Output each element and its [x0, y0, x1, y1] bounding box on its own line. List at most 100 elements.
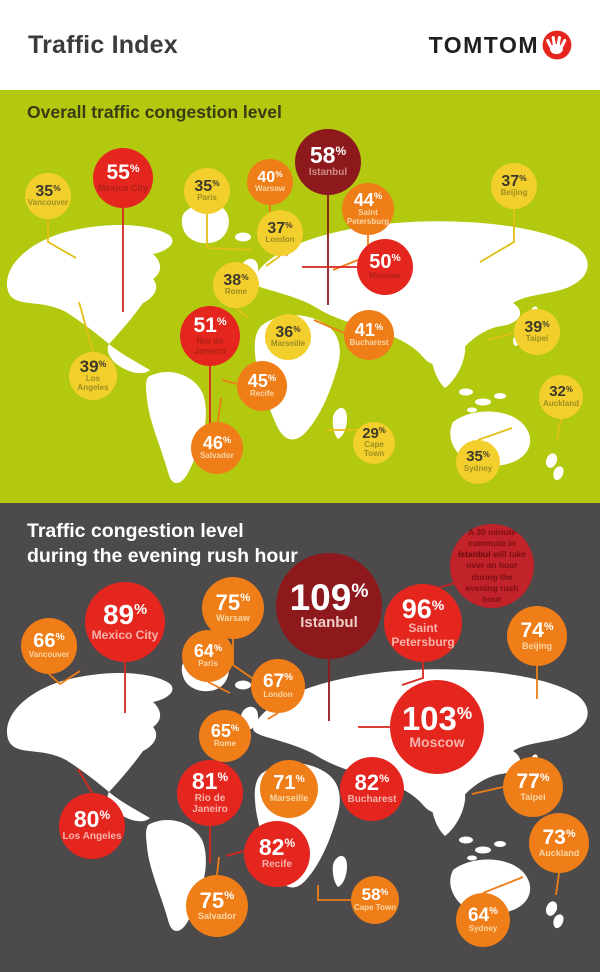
bubble-city-label: Taipei: [525, 334, 549, 344]
bubble-value: 66%: [33, 630, 65, 653]
bubble-city-label: Taipei: [520, 791, 546, 802]
section-title-rush-hour: Traffic congestion level during the even…: [27, 520, 298, 568]
bubble-value: 58%: [361, 885, 389, 905]
bubble-vancouver: 66% Vancouver: [21, 618, 77, 674]
bubble-marseille: 71% Marseille: [260, 760, 318, 818]
bubble-beijing: 37% Beijing: [491, 163, 537, 209]
bubble-rio-de-janeiro: 81% Rio de Janeiro: [177, 760, 243, 826]
bubble-city-label: Rio de Janeiro: [192, 792, 228, 815]
bubble-sydney: 35% Sydney: [456, 440, 500, 484]
bubble-salvador: 46% Salvador: [191, 422, 243, 474]
bubble-paris: 64% Paris: [182, 630, 234, 682]
bubble-value: 82%: [354, 769, 390, 795]
bubble-warsaw: 75% Warsaw: [202, 577, 264, 639]
bubble-value: 67%: [263, 670, 293, 692]
bubble-value: 55%: [106, 160, 140, 184]
bubble-value: 35%: [466, 448, 490, 466]
bubble-city-label: Salvador: [197, 911, 237, 922]
bubble-city-label: Istanbul: [308, 167, 348, 179]
bubble-cape-town: 58% Cape Town: [351, 876, 399, 924]
bubble-city-label: Warsaw: [216, 613, 250, 624]
bubble-value: 35%: [194, 177, 220, 195]
tomtom-logo: TOMTOM: [429, 30, 572, 60]
section-title-overall: Overall traffic congestion level: [27, 102, 282, 122]
bubble-vancouver: 35% Vancouver: [25, 173, 71, 219]
bubble-value: 103%: [401, 700, 473, 738]
bubble-salvador: 75% Salvador: [186, 875, 248, 937]
istanbul-note-bubble: A 30 minute commute in Istanbul will tak…: [450, 524, 534, 608]
bubble-istanbul: 58% Istanbul: [295, 129, 361, 195]
bubble-city-label: Cape Town: [353, 902, 397, 912]
bubble-value: 74%: [520, 618, 554, 642]
bubble-istanbul: 109% Istanbul: [276, 553, 382, 659]
section-rush-hour-congestion: Traffic congestion level during the even…: [0, 503, 600, 972]
bubble-value: 64%: [468, 904, 498, 926]
bubble-value: 58%: [309, 142, 347, 169]
bubble-city-label: Mexico City: [97, 182, 148, 193]
bubble-city-label: Auckland: [538, 847, 580, 858]
bubble-value: 46%: [202, 432, 232, 453]
bubble-value: 71%: [273, 772, 305, 795]
tomtom-hands-icon: [542, 30, 572, 60]
bubble-value: 37%: [501, 172, 527, 190]
bubble-city-label: Los Angeles: [62, 831, 122, 843]
bubble-value: 89%: [102, 598, 148, 630]
bubble-mexico-city: 55% Mexico City: [93, 148, 153, 208]
bubble-value: 29%: [362, 424, 386, 442]
header: Traffic Index TOMTOM: [0, 0, 600, 90]
bubble-value: 37%: [267, 219, 293, 237]
bubble-marseille: 36% Marseille: [265, 314, 311, 360]
bubble-city-label: Moscow: [409, 733, 465, 750]
bubble-saint-petersburg: 96% Saint Petersburg: [384, 584, 462, 662]
bubble-value: 51%: [193, 313, 227, 337]
bubble-city-label: London: [263, 689, 293, 699]
bubble-london: 67% London: [251, 659, 305, 713]
bubble-taipei: 39% Taipei: [514, 309, 560, 355]
bubble-bucharest: 41% Bucharest: [344, 310, 394, 360]
bubble-city-label: Beijing: [500, 188, 528, 198]
bubble-moscow: 50% Moscow: [357, 239, 413, 295]
bubble-warsaw: 40% Warsaw: [247, 159, 293, 205]
bubble-value: 44%: [353, 189, 383, 210]
bubble-city-label: Moscow: [369, 271, 401, 281]
bubble-city-label: Los Angeles: [77, 374, 109, 393]
bubble-value: 65%: [210, 720, 240, 741]
bubble-city-label: Recife: [249, 389, 274, 399]
bubble-city-label: Paris: [198, 659, 218, 669]
bubble-city-label: Recife: [261, 859, 292, 871]
bubble-value: 35%: [35, 182, 61, 200]
bubble-value: 75%: [215, 589, 251, 615]
bubble-value: 40%: [257, 168, 283, 186]
bubble-beijing: 74% Beijing: [507, 606, 567, 666]
bubble-value: 75%: [199, 887, 235, 913]
bubble-value: 36%: [275, 323, 301, 341]
bubble-city-label: Marseille: [270, 339, 306, 349]
bubble-los-angeles: 80% Los Angeles: [59, 793, 125, 859]
bubble-city-label: Saint Petersburg: [391, 621, 455, 649]
bubble-city-label: Saint Petersburg: [346, 207, 390, 226]
bubble-bucharest: 82% Bucharest: [340, 757, 404, 821]
bubble-value: 50%: [369, 251, 401, 274]
bubble-city-label: Bucharest: [347, 793, 397, 805]
bubble-value: 96%: [401, 593, 445, 624]
bubble-city-label: Auckland: [542, 398, 579, 408]
bubble-mexico-city: 89% Mexico City: [85, 582, 165, 662]
bubble-rio-de-janeiro: 51% Rio de Janeiro: [180, 306, 240, 366]
bubble-cape-town: 29% Cape Town: [353, 422, 395, 464]
bubble-recife: 45% Recife: [237, 361, 287, 411]
bubble-value: 39%: [524, 318, 550, 336]
bubble-value: 81%: [191, 767, 229, 794]
bubble-rome: 65% Rome: [199, 710, 251, 762]
bubble-city-label: Rome: [224, 287, 248, 297]
bubble-auckland: 32% Auckland: [539, 375, 583, 419]
bubble-city-label: Sydney: [463, 463, 493, 473]
page-title: Traffic Index: [28, 30, 178, 59]
bubble-los-angeles: 39% Los Angeles: [69, 352, 117, 400]
bubble-auckland: 73% Auckland: [529, 813, 589, 873]
bubble-paris: 35% Paris: [184, 168, 230, 214]
bubble-london: 37% London: [257, 210, 303, 256]
istanbul-note-text: A 30 minute commute in Istanbul will tak…: [457, 527, 527, 604]
bubble-value: 82%: [258, 834, 296, 861]
bubble-value: 41%: [354, 319, 384, 340]
